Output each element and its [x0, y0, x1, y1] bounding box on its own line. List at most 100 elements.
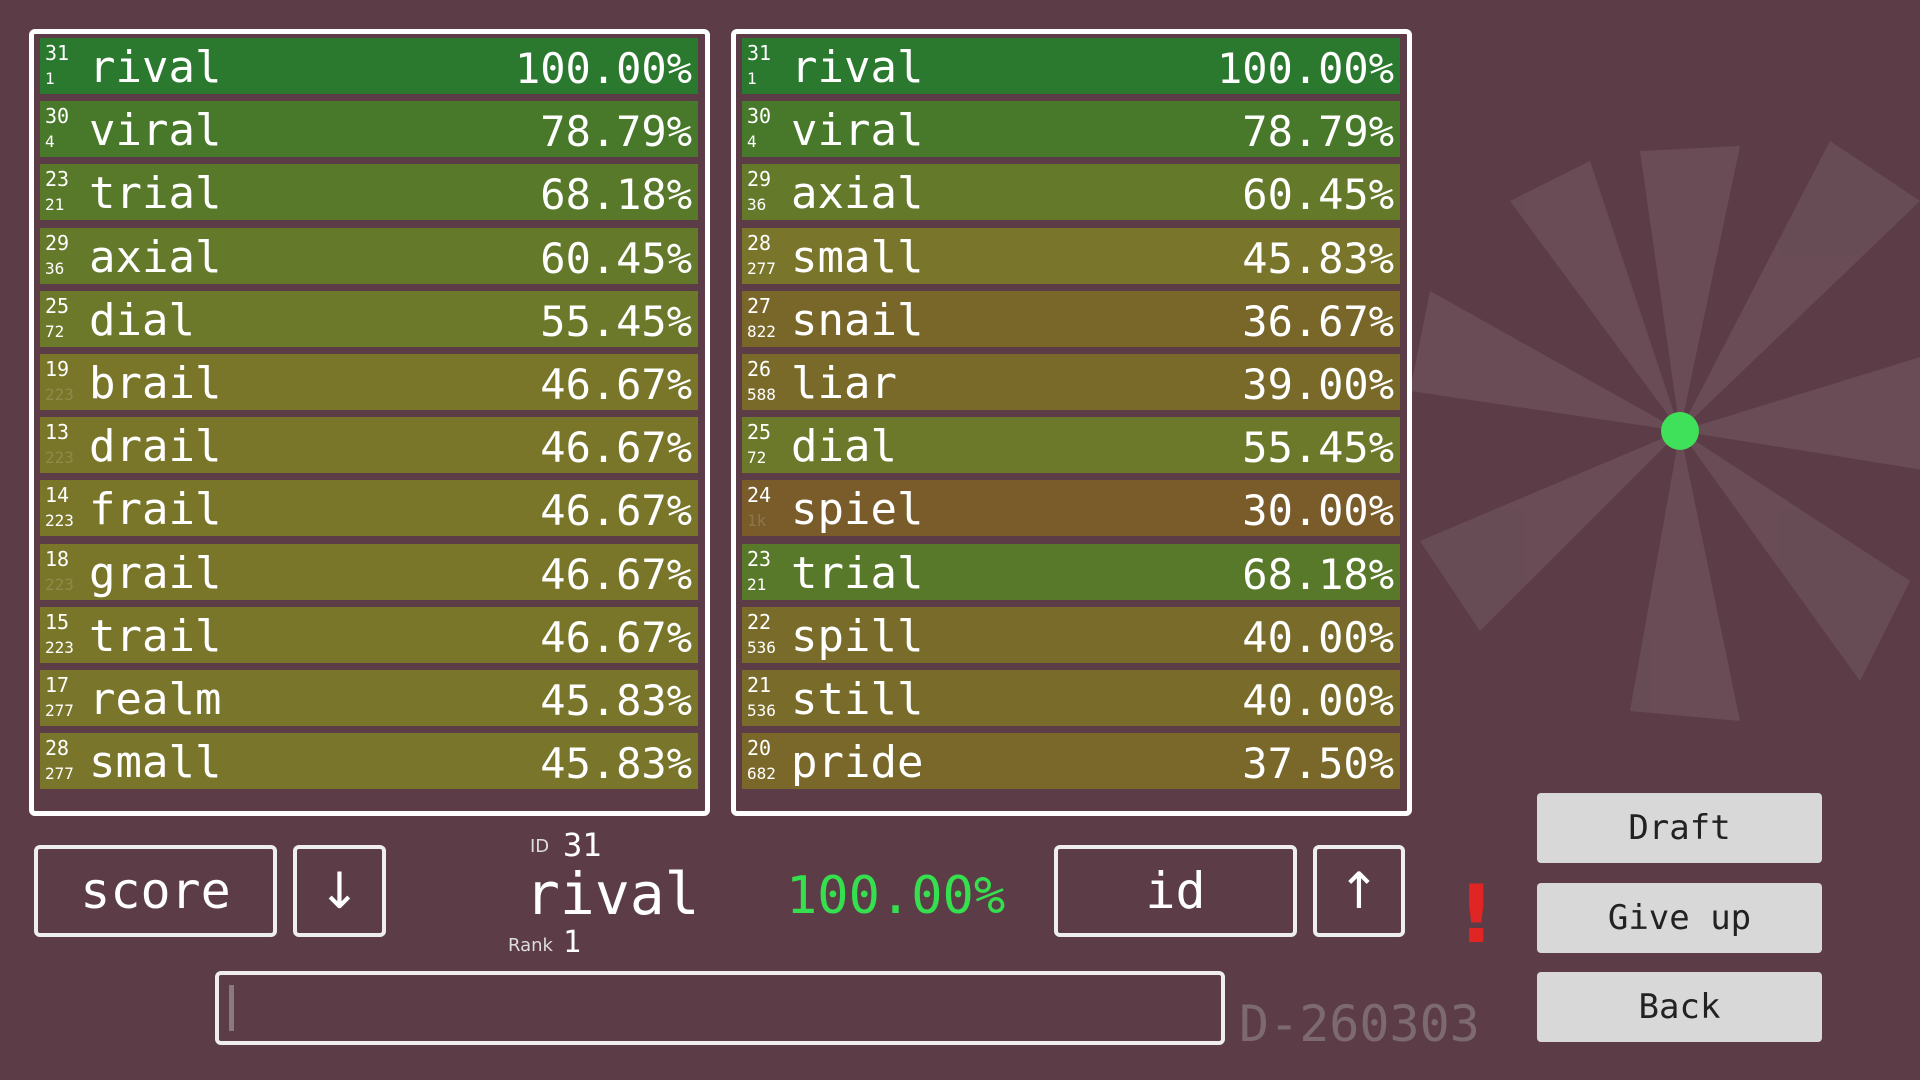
word-row[interactable]: 23 21 trial 68.18% — [742, 543, 1400, 600]
word-score: 45.83% — [540, 739, 692, 789]
word-row[interactable]: 15 223 trail 46.67% — [40, 606, 698, 663]
word: realm — [89, 674, 222, 725]
word-score: 100.00% — [514, 44, 692, 93]
current-id: 31 — [563, 826, 602, 864]
word-rank: 822 — [747, 321, 776, 341]
word-row[interactable]: 13 223 drail 46.67% — [40, 417, 698, 474]
word: still — [791, 674, 924, 725]
sort-button[interactable]: score — [34, 845, 277, 937]
word-score: 46.67% — [540, 486, 692, 536]
word: spill — [791, 610, 924, 662]
word-id: 29 — [45, 230, 70, 255]
word-score: 60.45% — [1242, 170, 1394, 220]
word-row[interactable]: 28 277 small 45.83% — [742, 227, 1400, 284]
word-row[interactable]: 25 72 dial 55.45% — [742, 417, 1400, 474]
word-row[interactable]: 31 1 rival 100.00% — [742, 38, 1400, 94]
word-id: 21 — [747, 673, 772, 697]
word-rank: 36 — [747, 195, 767, 215]
word-score: 46.67% — [540, 549, 692, 599]
word-row[interactable]: 29 36 axial 60.45% — [742, 164, 1400, 221]
word-row[interactable]: 19 223 brail 46.67% — [40, 354, 698, 410]
word: liar — [791, 358, 897, 409]
word-rank: 536 — [747, 701, 776, 720]
word-id: 18 — [45, 546, 70, 571]
word-row[interactable]: 27 822 snail 36.67% — [742, 290, 1400, 347]
word-row[interactable]: 18 223 grail 46.67% — [40, 543, 698, 600]
word-rank: 72 — [45, 321, 65, 341]
word-row[interactable]: 17 277 realm 45.83% — [40, 670, 698, 726]
word: rival — [89, 42, 222, 93]
word: dial — [89, 294, 195, 346]
word-row[interactable]: 21 536 still 40.00% — [742, 670, 1400, 726]
sort-button[interactable]: id — [1054, 845, 1297, 937]
word-row[interactable]: 14 223 frail 46.67% — [40, 480, 698, 537]
indicator-dot — [1661, 412, 1699, 450]
word: spiel — [791, 484, 924, 536]
id-label: ID — [530, 836, 550, 857]
word-row[interactable]: 23 21 trial 68.18% — [40, 164, 698, 221]
word: viral — [89, 105, 222, 157]
word-rank: 1 — [747, 69, 757, 88]
give-up-button[interactable]: Give up — [1537, 883, 1822, 953]
word-rank: 1k — [747, 511, 767, 531]
word: trial — [791, 547, 924, 599]
word: dial — [791, 421, 897, 473]
sort-direction-button[interactable]: ↑ — [1313, 845, 1405, 937]
word-id: 23 — [747, 546, 772, 571]
word-score: 36.67% — [1242, 296, 1394, 346]
word-row[interactable]: 20 682 pride 37.50% — [742, 733, 1400, 790]
word: small — [791, 231, 924, 283]
word-score: 60.45% — [540, 233, 692, 283]
word-rank: 72 — [747, 448, 767, 468]
word-rank: 277 — [45, 701, 74, 720]
current-word: rival — [525, 860, 700, 928]
word-id: 17 — [45, 673, 70, 697]
wheel — [1410, 141, 1920, 721]
word: trial — [89, 168, 222, 220]
word-score: 46.67% — [540, 612, 692, 662]
word-row[interactable]: 29 36 axial 60.45% — [40, 227, 698, 284]
word-row[interactable]: 30 4 viral 78.79% — [40, 101, 698, 158]
back-button[interactable]: Back — [1537, 972, 1822, 1042]
word: trail — [89, 610, 222, 662]
rank-label: Rank — [508, 935, 553, 956]
word-id: 20 — [747, 736, 772, 761]
word-rank: 588 — [747, 385, 776, 404]
word-row[interactable]: 26 588 liar 39.00% — [742, 354, 1400, 410]
word: viral — [791, 105, 924, 157]
sort-direction-button[interactable]: ↓ — [293, 845, 386, 937]
word-row[interactable]: 24 1k spiel 30.00% — [742, 480, 1400, 537]
word-id: 24 — [747, 483, 772, 508]
word-rank: 4 — [45, 132, 55, 152]
word: grail — [89, 547, 222, 599]
word-score: 68.18% — [540, 170, 692, 220]
word: drail — [89, 421, 222, 473]
word-rank: 223 — [45, 448, 74, 468]
game-code: D-260303 — [1239, 995, 1480, 1053]
word-score: 78.79% — [540, 107, 692, 157]
word-id: 19 — [45, 357, 70, 381]
word: axial — [791, 168, 924, 220]
word: axial — [89, 231, 222, 283]
word-id: 27 — [747, 293, 772, 318]
word-row[interactable]: 30 4 viral 78.79% — [742, 101, 1400, 158]
word-row[interactable]: 25 72 dial 55.45% — [40, 290, 698, 347]
word-id: 15 — [45, 609, 70, 634]
word: rival — [791, 42, 924, 93]
word-row[interactable]: 31 1 rival 100.00% — [40, 38, 698, 94]
word-rank: 277 — [45, 764, 74, 784]
word-score: 45.83% — [1242, 233, 1394, 283]
word: pride — [791, 737, 924, 789]
word-rank: 223 — [45, 385, 74, 404]
word-row[interactable]: 28 277 small 45.83% — [40, 733, 698, 790]
word-row[interactable]: 22 536 spill 40.00% — [742, 606, 1400, 663]
word-score: 78.79% — [1242, 107, 1394, 157]
draft-button[interactable]: Draft — [1537, 793, 1822, 863]
text-input[interactable] — [215, 971, 1225, 1045]
word-id: 22 — [747, 609, 772, 634]
word-list-panel: 31 1 rival 100.00% 30 4 viral 78.79% 23 21 trial 68… — [29, 29, 710, 816]
word-id: 28 — [45, 736, 70, 761]
word-score: 45.83% — [540, 676, 692, 725]
word-id: 25 — [45, 293, 70, 318]
